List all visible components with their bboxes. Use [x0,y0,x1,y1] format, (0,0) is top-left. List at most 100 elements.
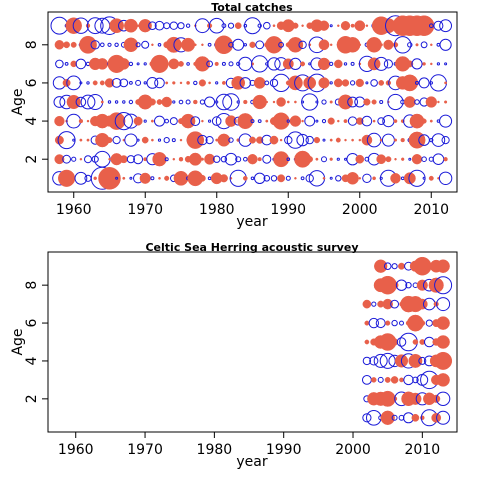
bubble-negative [243,156,248,162]
bubble-positive [372,119,376,123]
bubble-positive [341,79,350,87]
bubble-negative [135,79,142,86]
bubble-negative [305,135,314,145]
bubble-positive [194,56,211,72]
bubble-positive [434,351,453,370]
bubble-negative [186,62,190,66]
bubble-positive [300,61,306,67]
bubble-negative [157,43,162,47]
bubble-positive [337,119,340,123]
bubble-negative [379,100,384,104]
bubble-negative [171,138,176,143]
bubble-positive [165,81,169,85]
bubble-positive [363,98,371,106]
x-axis: 1960 1970 1980 1990 2000 2010 [58,432,440,458]
bubble-negative [164,157,169,162]
bubble-negative [146,77,159,89]
bubble-positive [165,62,169,66]
bubble-negative [204,96,216,108]
bubble-positive [214,61,219,66]
bubble-positive [70,41,77,48]
bubble-positive [355,154,365,164]
bubble-negative [128,99,134,105]
bubble-positive [318,77,330,89]
bubble-negative [383,262,392,271]
bubble-negative [94,150,111,168]
bubble-negative [129,176,133,180]
panel-acoustic-survey: Celtic Sea Herring acoustic survey 1960 1… [10,241,458,470]
plot-frame [47,11,458,193]
bubble-negative [124,133,138,147]
bubble-negative [141,40,150,49]
bubble-positive [161,96,172,108]
bubble-positive [249,41,256,48]
bubble-positive [100,100,104,104]
bubble-positive [317,57,331,71]
bubble-positive [401,74,419,92]
bubble-positive [104,78,115,88]
bubble-negative [347,116,358,126]
bubble-positive [79,35,97,54]
bubble-positive [151,138,154,142]
bubble-negative [163,22,171,30]
bubble-positive [204,153,216,165]
bubble-positive [358,177,362,180]
x-axis: 1960 1970 1980 1990 2000 2010 [56,192,449,218]
bubble-positive [118,58,130,70]
bubble-negative [329,81,333,85]
y-tick-label: 4 [24,356,40,365]
bubble-negative [391,414,398,421]
bubble-positive [243,99,248,105]
bubble-negative [250,119,255,124]
bubble-negative [383,59,393,69]
bubble-negative [126,155,135,164]
bubbles-layer [50,15,453,190]
bubble-negative [350,61,355,66]
bubble-negative [403,374,414,386]
bubble-positive [385,156,392,163]
bubble-positive [257,157,262,162]
bubble-negative [119,78,129,88]
bubble-positive [193,43,197,47]
bubble-negative [315,119,319,123]
bubble-positive [221,80,226,85]
bubble-positive [329,157,333,161]
bubble-positive [173,170,189,186]
bubble-negative [255,40,265,50]
bubble-positive [322,176,326,180]
bubble-positive [378,80,385,86]
bubble-positive [164,175,170,181]
bubble-negative [143,119,147,123]
bubble-negative [322,138,326,142]
bubble-negative [432,153,445,165]
bubble-negative [408,157,412,161]
bubble-negative [107,100,112,104]
bubble-positive [54,115,65,127]
bubble-negative [374,56,389,71]
bubble-positive [294,100,297,104]
bubble-positive [411,154,423,165]
bubble-negative [439,19,453,33]
bubble-positive [362,299,372,309]
bubble-positive [338,94,353,110]
bubble-positive [335,137,341,143]
bubble-negative [177,22,185,30]
bubble-positive [106,137,113,144]
bubble-positive [119,155,128,164]
bubble-negative [418,77,430,89]
bubble-positive [329,138,333,142]
bubble-negative [236,61,241,67]
bubble-positive [344,37,361,53]
chart-title: Total catches [211,1,293,14]
bubble-negative [418,356,427,365]
bubble-positive [428,277,444,293]
bubble-negative [157,138,162,142]
bubble-positive [252,94,267,110]
bubble-negative [111,78,122,88]
bubble-negative [232,38,245,51]
bubble-negative [239,77,252,89]
bubble-negative [278,41,285,48]
bubble-positive [436,316,450,330]
bubble-negative [399,320,404,326]
plot-frame [47,251,458,433]
